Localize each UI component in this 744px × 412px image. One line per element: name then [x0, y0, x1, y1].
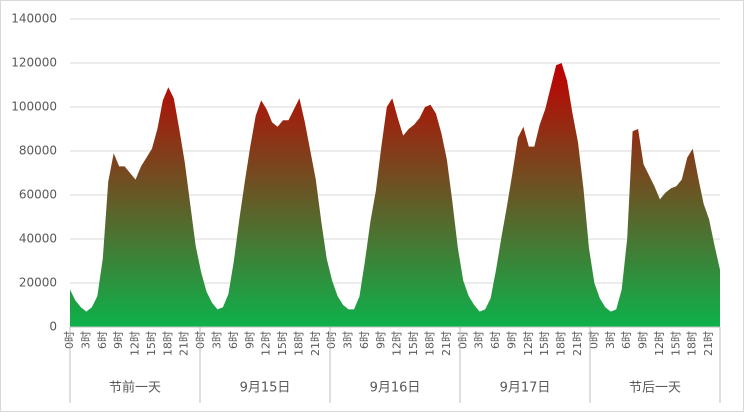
- x-tick-label: 18时: [292, 331, 305, 356]
- x-tick-label: 0时: [194, 331, 207, 349]
- y-tick-label: 0: [49, 320, 57, 334]
- group-label: 9月17日: [500, 381, 551, 396]
- x-tick-label: 9时: [505, 331, 518, 349]
- x-tick-label: 3时: [79, 331, 92, 349]
- x-tick-label: 0时: [456, 331, 469, 349]
- x-tick-label: 6时: [489, 331, 502, 349]
- x-tick-label: 18时: [686, 331, 699, 356]
- group-label: 9月15日: [240, 381, 291, 396]
- x-tick-label: 21时: [702, 331, 715, 356]
- x-tick-label: 9时: [637, 331, 650, 349]
- x-tick-label: 3时: [210, 331, 223, 349]
- x-tick-label: 15时: [538, 331, 551, 356]
- x-tick-label: 12时: [522, 331, 535, 356]
- x-tick-label: 12时: [260, 331, 273, 356]
- x-tick-label: 18时: [161, 331, 174, 356]
- x-tick-label: 18时: [555, 331, 568, 356]
- x-tick-label: 12时: [653, 331, 666, 356]
- x-tick-label: 15时: [145, 331, 158, 356]
- x-tick-label: 15时: [669, 331, 682, 356]
- area: [70, 63, 720, 327]
- x-tick-label: 15时: [276, 331, 289, 356]
- y-tick-label: 120000: [11, 56, 57, 70]
- y-tick-label: 20000: [19, 276, 57, 290]
- x-tick-label: 15时: [407, 331, 420, 356]
- x-tick-label: 6时: [96, 331, 109, 349]
- x-tick-label: 6时: [620, 331, 633, 349]
- x-tick-label: 12时: [391, 331, 404, 356]
- y-tick-label: 60000: [19, 188, 57, 202]
- x-tick-label: 9时: [243, 331, 256, 349]
- x-tick-label: 21时: [309, 331, 322, 356]
- y-tick-label: 40000: [19, 232, 57, 246]
- x-tick-label: 9时: [112, 331, 125, 349]
- y-tick-label: 140000: [11, 12, 57, 26]
- x-tick-label: 3时: [342, 331, 355, 349]
- x-tick-label: 21时: [571, 331, 584, 356]
- group-label: 9月16日: [370, 381, 421, 396]
- group-label: 节前一天: [109, 380, 161, 396]
- x-tick-label: 6时: [227, 331, 240, 349]
- x-tick-label: 9时: [374, 331, 387, 349]
- x-tick-label: 0时: [587, 331, 600, 349]
- x-tick-label: 21时: [440, 331, 453, 356]
- x-tick-label: 3时: [604, 331, 617, 349]
- x-tick-label: 18时: [424, 331, 437, 356]
- x-tick-label: 21时: [178, 331, 191, 356]
- x-tick-label: 6时: [358, 331, 371, 349]
- x-tick-label: 12时: [129, 331, 142, 356]
- group-label: 节后一天: [629, 381, 681, 396]
- y-tick-label: 80000: [19, 144, 57, 158]
- y-tick-label: 100000: [11, 100, 57, 114]
- x-tick-label: 3时: [473, 331, 486, 349]
- x-tick-label: 0时: [325, 331, 338, 349]
